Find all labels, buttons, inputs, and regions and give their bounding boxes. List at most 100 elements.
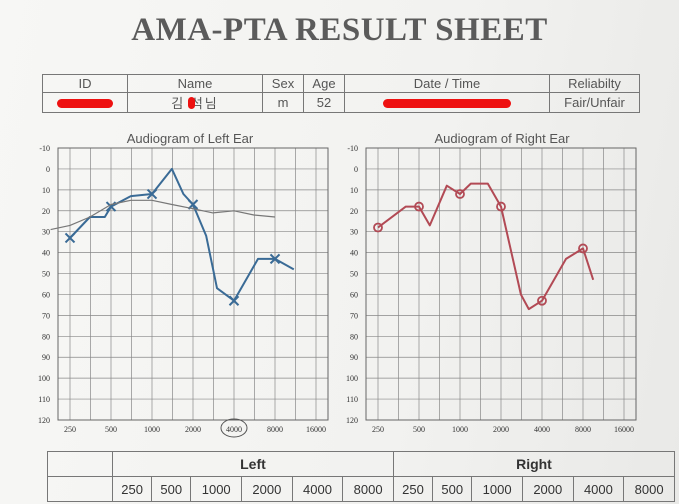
- left-label: Left: [112, 451, 394, 477]
- header-age: Age: [303, 74, 345, 93]
- right-chart-title: Audiogram of Right Ear: [434, 131, 570, 146]
- freq-cell: 4000: [572, 476, 625, 502]
- y-tick-label: 20: [42, 207, 50, 216]
- y-tick-label: 120: [38, 416, 50, 425]
- y-tick-label: -10: [347, 144, 358, 153]
- y-tick-label: 70: [42, 311, 50, 320]
- freq-cell: 2000: [521, 476, 574, 502]
- plot-frame: [365, 147, 637, 421]
- empty-cell: [47, 476, 113, 502]
- y-tick-label: 100: [38, 374, 50, 383]
- x-marker-stroke: [228, 295, 240, 306]
- x-marker-stroke: [269, 253, 281, 265]
- y-tick-label: 80: [42, 332, 50, 341]
- header-name: Name: [127, 74, 263, 93]
- plot-frame: [57, 147, 329, 421]
- x-tick-label: 16000: [614, 425, 634, 434]
- x-tick-label: 1000: [452, 425, 468, 434]
- freq-cell: 250: [111, 476, 153, 502]
- sex-value: m: [262, 92, 304, 113]
- redaction-mark: [383, 99, 511, 109]
- y-tick-label: 30: [42, 228, 50, 237]
- x-tick-label: 250: [372, 425, 384, 434]
- y-tick-label: 0: [46, 165, 50, 174]
- freq-cell: 2000: [241, 476, 293, 502]
- o-marker: [537, 295, 547, 306]
- x-tick-label: 8000: [267, 425, 283, 434]
- y-tick-label: 90: [42, 353, 50, 362]
- y-tick-label: 90: [350, 353, 358, 362]
- header-sex: Sex: [262, 74, 304, 93]
- name-value: 김 석님: [127, 92, 263, 113]
- o-marker: [496, 201, 506, 212]
- y-tick-label: 0: [354, 165, 358, 174]
- left-chart-title: Audiogram of Left Ear: [126, 131, 254, 146]
- id-value: [42, 92, 128, 113]
- freq-cell: 8000: [623, 476, 675, 502]
- x-tick-label: 4000: [534, 425, 550, 434]
- freq-cell: 500: [151, 476, 192, 502]
- right-label: Right: [392, 451, 676, 477]
- threshold-line: [377, 182, 595, 311]
- y-tick-label: 20: [350, 207, 358, 216]
- results-header-row: Left Right: [47, 451, 676, 477]
- x-tick-label: 16000: [306, 425, 326, 434]
- info-header-row: ID Name Sex Age Date / Time Reliabilty: [42, 74, 640, 93]
- o-marker: [455, 189, 465, 199]
- y-tick-label: 40: [350, 249, 358, 258]
- grid: [57, 147, 329, 421]
- x-tick-label: 2000: [185, 425, 201, 434]
- y-tick-label: 30: [350, 228, 358, 237]
- y-tick-label: 40: [42, 249, 50, 258]
- right-ear-audiogram: -10 0 10 20 30 40 50 60 70 80 90 100 110 120 250 500 100…: [346, 144, 637, 434]
- freq-cell: 500: [432, 476, 473, 502]
- name-text: 김 석님: [171, 96, 219, 111]
- x-marker: [146, 188, 158, 200]
- results-freq-row: 250 500 1000 2000 4000 8000 250 500 1000…: [47, 476, 675, 502]
- freq-cell: 1000: [471, 476, 523, 502]
- x-marker: [228, 295, 240, 306]
- y-tick-label: 10: [350, 186, 358, 195]
- y-tick-label: 50: [350, 270, 358, 279]
- freq-cell: 4000: [291, 476, 344, 502]
- y-tick-label: -10: [39, 144, 50, 153]
- info-value-row: 김 석님 m 52 Fair/Unfair: [42, 92, 640, 113]
- reference-line: [50, 199, 276, 231]
- x-tick-label: 4000: [226, 425, 242, 434]
- y-tick-label: 110: [38, 395, 50, 404]
- x-marker: [269, 253, 281, 265]
- freq-cell: 8000: [342, 476, 394, 502]
- patient-info-table: ID Name Sex Age Date / Time Reliabilty 김…: [42, 74, 640, 113]
- grid: [365, 147, 637, 421]
- x-tick-label: 2000: [493, 425, 509, 434]
- x-tick-label: 1000: [144, 425, 160, 434]
- y-tick-label: 10: [42, 186, 50, 195]
- o-marker: [414, 201, 424, 212]
- header-id: ID: [42, 74, 128, 93]
- page-title: AMA-PTA RESULT SHEET: [131, 12, 548, 48]
- x-tick-label: 250: [64, 425, 76, 434]
- freq-cell: 250: [392, 476, 434, 502]
- x-tick-label: 8000: [575, 425, 591, 434]
- redaction-mark: [57, 99, 113, 109]
- empty-cell: [47, 451, 113, 477]
- y-tick-label: 80: [350, 332, 358, 341]
- y-tick-label: 50: [42, 270, 50, 279]
- freq-cell: 1000: [190, 476, 243, 502]
- header-datetime: Date / Time: [344, 74, 550, 93]
- redaction-mark: [188, 97, 195, 109]
- y-tick-label: 110: [346, 395, 358, 404]
- y-tick-label: 70: [350, 311, 358, 320]
- reliability-value: Fair/Unfair: [549, 92, 640, 113]
- x-tick-label: 500: [413, 425, 425, 434]
- hand-drawn-circle: [220, 418, 248, 438]
- x-tick-label: 500: [105, 425, 117, 434]
- header-reliability: Reliabilty: [549, 74, 640, 93]
- y-tick-label: 120: [346, 416, 358, 425]
- o-marker: [373, 222, 383, 233]
- x-marker-stroke: [146, 188, 158, 200]
- x-marker-stroke: [64, 232, 76, 244]
- x-marker: [64, 232, 76, 244]
- left-ear-audiogram: -10 0 10 20 30 40 50 60 70 80 90 100 110 120 250 500 100…: [38, 144, 329, 438]
